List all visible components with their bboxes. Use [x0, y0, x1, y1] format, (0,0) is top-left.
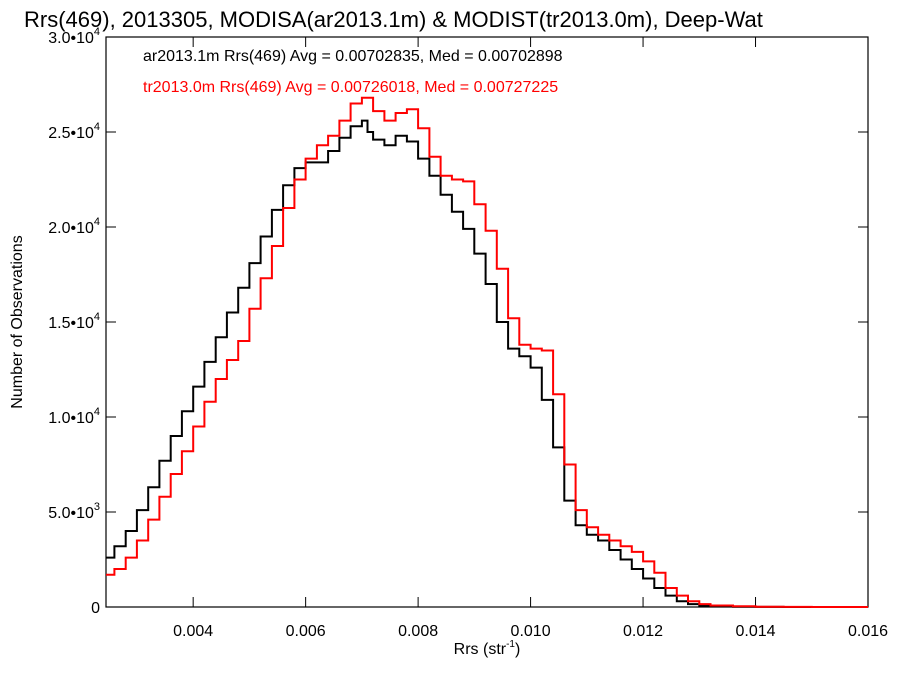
x-axis-label: Rrs (str-1): [454, 639, 521, 658]
y-tick-label-base: 2.0•10: [48, 220, 94, 237]
y-axis-label: Number of Observations: [9, 235, 26, 408]
series-line-0: [106, 119, 868, 608]
x-axis-label-main: Rrs (str: [454, 641, 507, 658]
y-tick-label: 0: [91, 600, 100, 617]
y-tick-label-base: 0: [91, 600, 100, 617]
x-axis-label-sup: -1: [506, 639, 515, 650]
x-tick-label: 0.016: [848, 623, 888, 640]
plot-frame: [105, 36, 869, 608]
y-tick-label-base: 2.5•10: [48, 125, 94, 142]
y-axis-ticks: 05.0•1031.0•1041.5•1042.0•1042.5•1043.0•…: [48, 26, 868, 617]
y-tick-label-exponent: 4: [94, 26, 100, 38]
y-tick-label: 2.5•104: [48, 121, 100, 142]
x-tick-label: 0.006: [286, 623, 326, 640]
series-line-1: [106, 96, 868, 608]
y-tick-label: 3.0•104: [48, 26, 100, 47]
y-tick-label-exponent: 3: [94, 501, 100, 513]
y-tick-label: 2.0•104: [48, 216, 100, 237]
y-tick-label-base: 1.5•10: [48, 315, 94, 332]
y-tick-label-base: 5.0•10: [48, 505, 94, 522]
x-tick-label: 0.010: [511, 623, 551, 640]
legend-entry-ar2013: ar2013.1m Rrs(469) Avg = 0.00702835, Med…: [143, 48, 563, 65]
y-tick-label-exponent: 4: [94, 216, 100, 228]
chart-title: Rrs(469), 2013305, MODISA(ar2013.1m) & M…: [24, 7, 763, 32]
x-tick-label: 0.008: [398, 623, 438, 640]
x-tick-label: 0.014: [736, 623, 776, 640]
y-tick-label-exponent: 4: [94, 406, 100, 418]
y-tick-label-exponent: 4: [94, 311, 100, 323]
y-tick-label-base: 3.0•10: [48, 30, 94, 47]
x-tick-label: 0.004: [173, 623, 213, 640]
y-tick-label: 1.0•104: [48, 406, 100, 427]
x-axis-label-end: ): [515, 641, 520, 658]
y-tick-label: 5.0•103: [48, 501, 100, 522]
y-tick-label-exponent: 4: [94, 121, 100, 133]
y-tick-label-base: 1.0•10: [48, 410, 94, 427]
y-tick-label: 1.5•104: [48, 311, 100, 332]
x-tick-label: 0.012: [623, 623, 663, 640]
x-axis-ticks: 0.004 0.006 0.008 0.010 0.012 0.014 0.016: [173, 37, 888, 640]
series-lines: [106, 96, 868, 608]
legend-entry-tr2013: tr2013.0m Rrs(469) Avg = 0.00726018, Med…: [143, 79, 558, 96]
